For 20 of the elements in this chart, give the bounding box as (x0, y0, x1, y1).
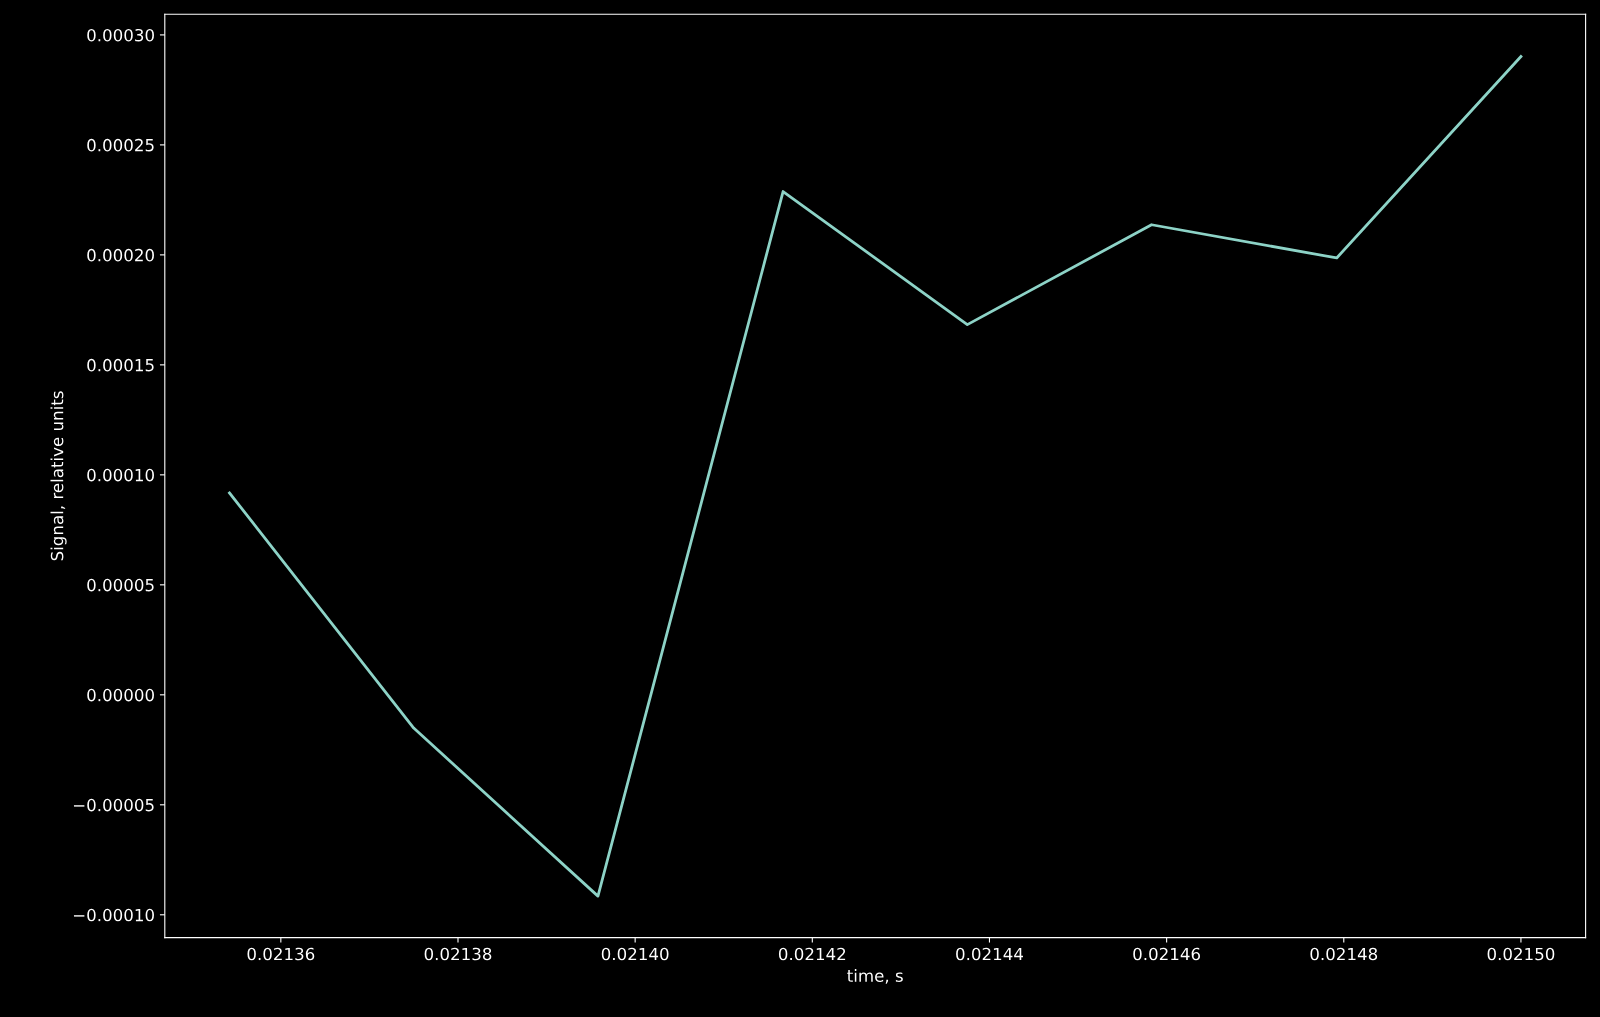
x-tick-label: 0.02146 (1133, 947, 1201, 961)
line-series (228, 55, 1523, 898)
y-tick-label: 0.00010 (87, 468, 154, 482)
x-tick-label: 0.02140 (601, 947, 669, 961)
x-tick-label: 0.02148 (1310, 947, 1378, 961)
y-tick-label: 0.00000 (87, 688, 154, 702)
y-tick-label: −0.00010 (73, 908, 154, 922)
y-axis-title: Signal, relative units (50, 391, 67, 561)
y-tick-label: 0.00020 (87, 248, 154, 262)
x-tick-label: 0.02150 (1487, 947, 1555, 961)
y-tick-label: −0.00005 (73, 798, 154, 812)
x-tick-label: 0.02144 (956, 947, 1023, 961)
x-tick-label: 0.02142 (778, 947, 846, 961)
y-tick-label: 0.00030 (87, 28, 154, 42)
y-tick-label: 0.00025 (87, 138, 154, 152)
x-tick-label: 0.02136 (247, 947, 315, 961)
x-tick-label: 0.02138 (424, 947, 492, 961)
y-tick-label: 0.00015 (87, 358, 154, 372)
x-axis-title: time, s (847, 969, 903, 984)
y-tick-label: 0.00005 (87, 578, 154, 592)
